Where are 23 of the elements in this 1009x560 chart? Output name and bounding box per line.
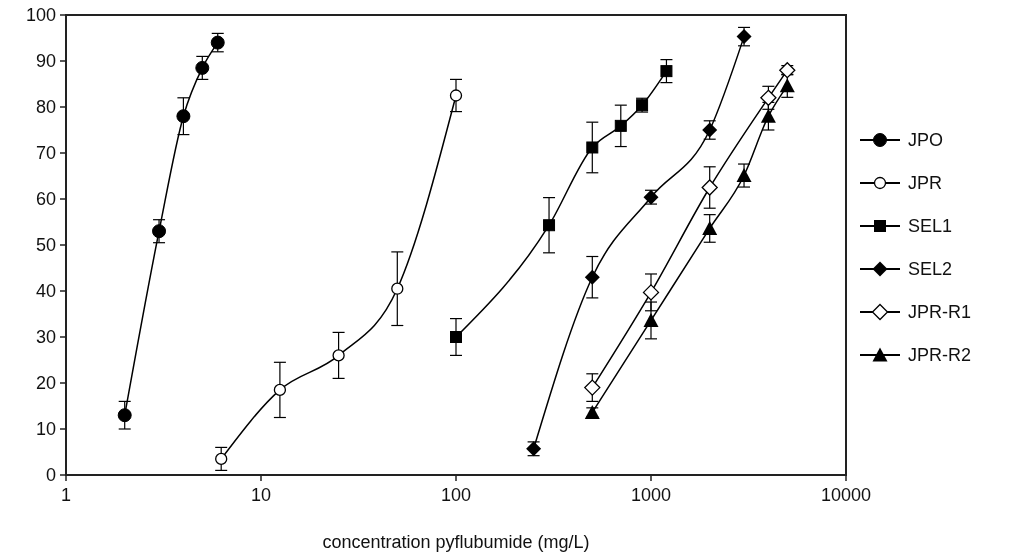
y-tick-label: 90	[35, 51, 56, 72]
legend-label: JPR-R2	[908, 345, 972, 366]
legend-label: JPO	[908, 130, 944, 151]
y-tick-label: 0	[45, 465, 56, 486]
y-tick-label: 20	[35, 373, 56, 394]
y-tick-label: 100	[25, 5, 56, 26]
x-tick-label: 10000	[820, 485, 872, 505]
legend-label: JPR	[908, 173, 943, 194]
legend-label: SEL2	[908, 259, 953, 280]
y-tick-label: 70	[35, 143, 56, 164]
legend-label: JPR-R1	[908, 302, 972, 323]
x-tick-label: 10	[250, 485, 272, 505]
legend-label: SEL1	[908, 216, 953, 237]
x-tick-label: 100	[440, 485, 472, 505]
y-tick-label: 40	[35, 281, 56, 302]
x-tick-label: 1	[60, 485, 72, 505]
y-tick-label: 60	[35, 189, 56, 210]
y-tick-label: 50	[35, 235, 56, 256]
x-tick-label: 1000	[630, 485, 672, 505]
y-tick-label: 30	[35, 327, 56, 348]
y-tick-label: 10	[35, 419, 56, 440]
x-axis-title: concentration pyflubumide (mg/L)	[322, 532, 590, 552]
y-tick-label: 80	[35, 97, 56, 118]
